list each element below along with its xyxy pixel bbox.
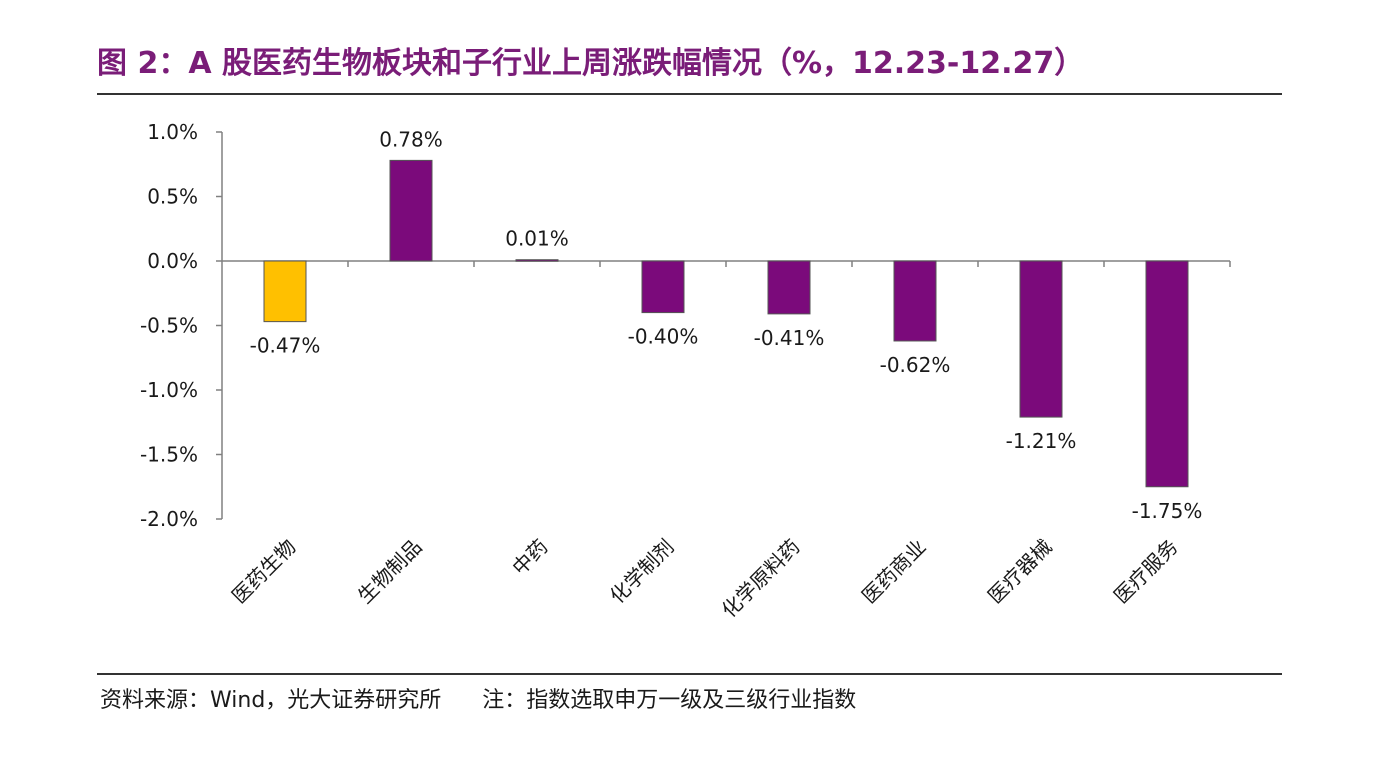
- bar-4: [641, 260, 685, 314]
- bar-1: [263, 260, 307, 323]
- note-text: 注：指数选取申万一级及三级行业指数: [482, 688, 857, 713]
- source-text: 资料来源：Wind，光大证券研究所: [100, 688, 442, 713]
- figure-title: 图 2：A 股医药生物板块和子行业上周涨跌幅情况（%，12.23-12.27）: [97, 46, 1085, 81]
- bar-8: [1145, 260, 1189, 488]
- footer-divider: [97, 673, 1282, 675]
- category-label: 中药: [507, 535, 552, 580]
- data-label: -1.21%: [1006, 429, 1077, 453]
- bar-7: [1019, 260, 1063, 418]
- data-label: 0.01%: [505, 227, 569, 251]
- y-tick-label: 0.0%: [147, 249, 198, 273]
- bar-6: [893, 260, 937, 342]
- bar-3: [515, 259, 559, 262]
- data-label: 0.78%: [379, 127, 443, 151]
- title-divider: [97, 93, 1282, 95]
- data-label: -0.40%: [628, 325, 699, 349]
- data-label: -1.75%: [1132, 499, 1203, 523]
- category-label: 医药生物: [227, 535, 301, 609]
- footer: 资料来源：Wind，光大证券研究所 注：指数选取申万一级及三级行业指数: [100, 682, 856, 714]
- category-label: 生物制品: [353, 535, 427, 609]
- y-tick-label: 1.0%: [147, 120, 198, 144]
- y-tick-label: -2.0%: [140, 507, 198, 531]
- category-label: 医疗器械: [983, 535, 1057, 609]
- bar-2: [389, 159, 433, 262]
- data-label: -0.41%: [754, 326, 825, 350]
- category-label: 化学原料药: [717, 535, 805, 623]
- category-label: 化学制剂: [605, 535, 679, 609]
- y-tick-label: -1.5%: [140, 443, 198, 467]
- y-tick-label: -1.0%: [140, 378, 198, 402]
- category-label: 医药商业: [857, 535, 931, 609]
- y-tick-label: -0.5%: [140, 314, 198, 338]
- y-tick-label: 0.5%: [147, 185, 198, 209]
- data-label: -0.62%: [880, 353, 951, 377]
- category-label: 医疗服务: [1109, 535, 1183, 609]
- data-label: -0.47%: [250, 334, 321, 358]
- bar-5: [767, 260, 811, 315]
